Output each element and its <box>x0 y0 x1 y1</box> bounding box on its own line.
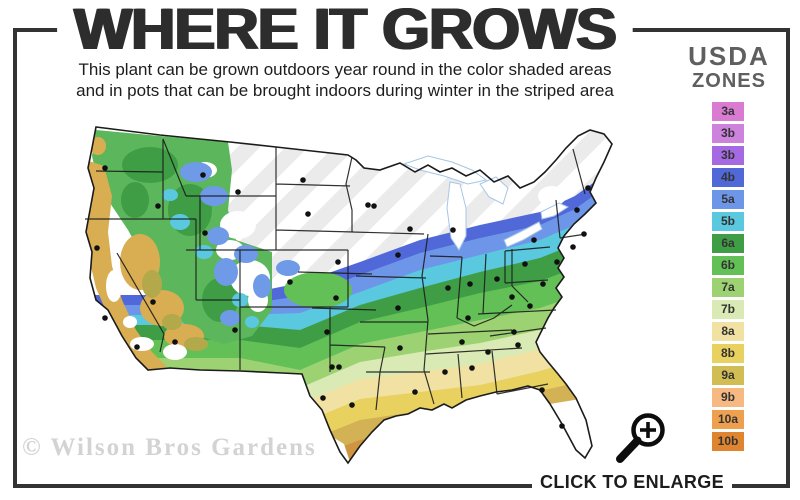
zone-swatch-6b: 6b <box>712 256 744 275</box>
zone-swatch-3b: 3b <box>712 124 744 143</box>
zone-swatch-8a: 8a <box>712 322 744 341</box>
zone-swatch-6a: 6a <box>712 234 744 253</box>
us-outline <box>85 126 613 465</box>
city-marker-dots <box>94 165 591 429</box>
zone-swatch-3b: 3b <box>712 146 744 165</box>
zone-swatch-5a: 5a <box>712 190 744 209</box>
subtitle-line-2: and in pots that can be brought indoors … <box>76 81 614 100</box>
zone-swatch-5b: 5b <box>712 212 744 231</box>
zone-swatch-7a: 7a <box>712 278 744 297</box>
zone-swatch-7b: 7b <box>712 300 744 319</box>
zone-swatch-4b: 4b <box>712 168 744 187</box>
zone-swatch-9b: 9b <box>712 388 744 407</box>
zone-swatch-3a: 3a <box>712 102 744 121</box>
usda-zones-heading: USDA ZONES <box>681 42 777 92</box>
watermark: © Wilson Bros Gardens <box>22 434 317 461</box>
subtitle-line-1: This plant can be grown outdoors year ro… <box>78 60 612 79</box>
usda-heading-line2: ZONES <box>692 70 766 92</box>
zone-swatch-9a: 9a <box>712 366 744 385</box>
state-borders <box>85 138 587 411</box>
usda-zone-legend-list: 3a 3b 3b 4b 5a 5b 6a 6b 7a 7b 8a 8b 9a 9b 10a 10b <box>712 102 744 454</box>
subtitle: This plant can be grown outdoors year ro… <box>25 59 665 101</box>
zone-swatch-10b: 10b <box>712 432 744 451</box>
page-title: WHERE IT GROWS <box>57 0 633 63</box>
zone-swatch-10a: 10a <box>712 410 744 429</box>
zone-swatch-8b: 8b <box>712 344 744 363</box>
click-to-enlarge-label[interactable]: CLICK TO ENLARGE <box>532 472 733 493</box>
usda-heading-line1: USDA <box>688 41 770 71</box>
magnifier-zoom-icon[interactable] <box>602 402 672 468</box>
